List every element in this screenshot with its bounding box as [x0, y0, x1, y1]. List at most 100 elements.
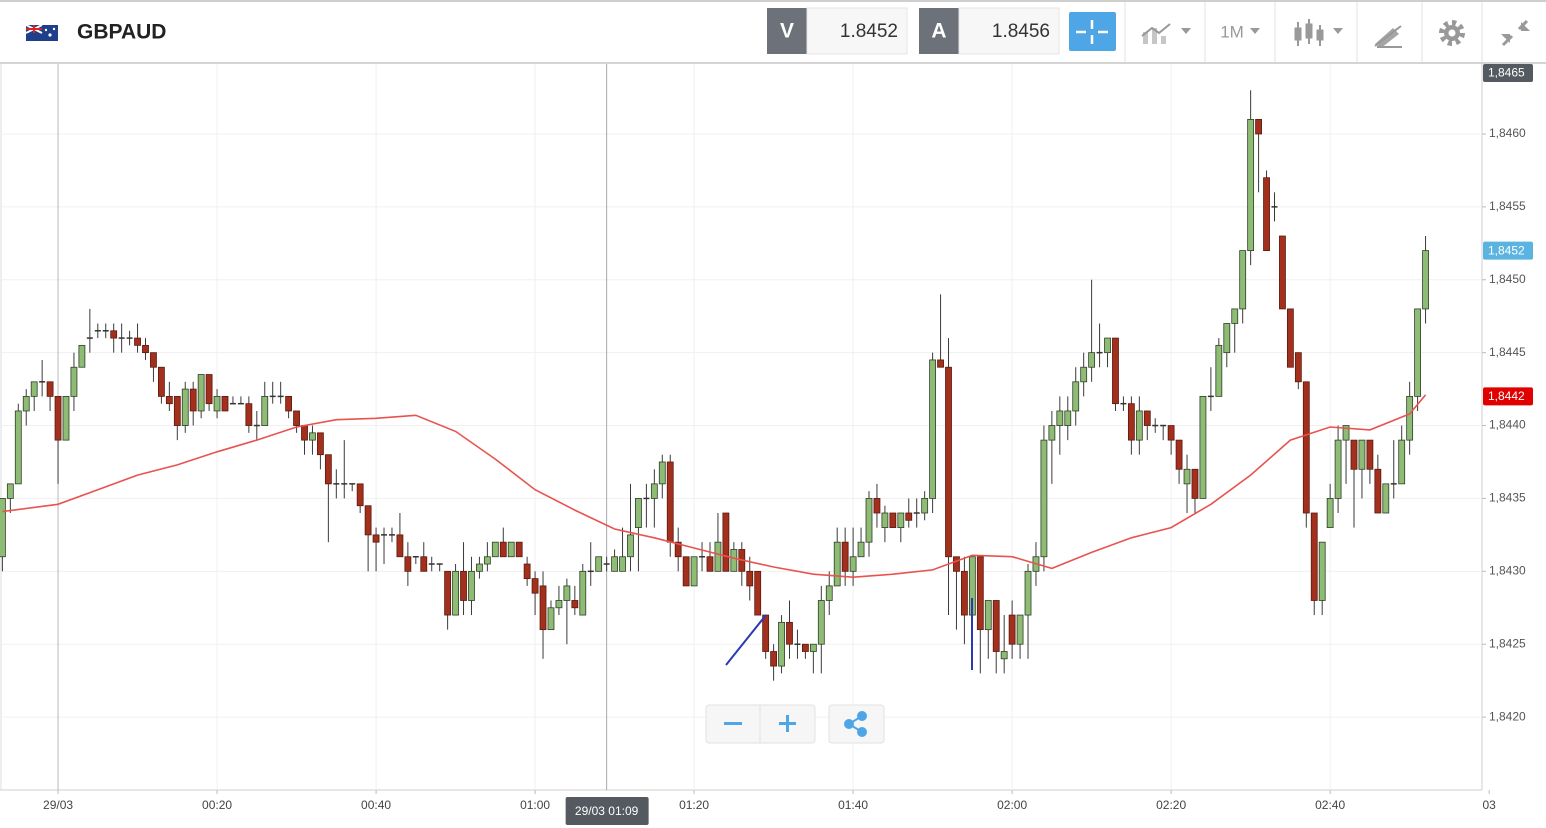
candle-body	[945, 366, 952, 558]
candle-body	[1366, 439, 1374, 470]
candle-body	[1080, 366, 1088, 383]
settings-button[interactable]	[1439, 20, 1465, 46]
candle-body	[444, 570, 452, 616]
y-tick-label: 1,8435	[1489, 491, 1526, 505]
bid-badge	[767, 8, 807, 54]
candle-body	[595, 556, 603, 572]
candle-body	[1239, 250, 1247, 310]
candle-body	[189, 388, 197, 412]
candle-body	[1358, 439, 1366, 470]
candle-body	[165, 395, 173, 405]
candle-body	[1215, 344, 1223, 397]
candle-body	[452, 570, 459, 616]
candle-body	[30, 381, 38, 397]
share-button[interactable]	[844, 711, 867, 737]
separators	[1124, 2, 1483, 62]
y-tick-label: 1,8440	[1489, 418, 1526, 432]
candle-body	[1382, 483, 1390, 514]
candle-body	[1398, 439, 1406, 485]
candle-body	[706, 556, 714, 572]
candle-body	[197, 374, 205, 412]
y-tick-label: 1,8450	[1489, 272, 1526, 286]
candle-body	[1422, 250, 1429, 310]
candle-body	[1326, 498, 1334, 528]
candle-body	[0, 498, 6, 558]
candle-body	[1334, 439, 1342, 499]
candle-body	[547, 607, 555, 631]
symbol: GBPAUD	[77, 21, 166, 44]
plot	[0, 90, 1429, 681]
ask-label: A	[931, 20, 946, 43]
candle-body	[865, 498, 873, 543]
candle-body	[372, 534, 380, 543]
candle-body	[134, 337, 141, 346]
candle-body	[802, 643, 809, 652]
candle-body	[499, 541, 507, 558]
ask-box[interactable]	[958, 7, 1060, 55]
candle-body	[515, 541, 523, 558]
bid-box[interactable]	[806, 7, 908, 55]
candle-body	[54, 395, 62, 441]
candle-body	[396, 534, 404, 558]
candle-body	[841, 541, 849, 572]
y-tick-label: 1,8460	[1489, 126, 1526, 140]
price-tag	[1483, 241, 1533, 260]
candle-body	[976, 556, 984, 631]
candle-body	[1104, 337, 1111, 354]
candle-body	[531, 578, 539, 594]
zoom-in-button[interactable]	[779, 715, 796, 732]
timeframe-button[interactable]: 1M	[1220, 22, 1260, 41]
candle-body	[6, 483, 14, 499]
candle-body	[650, 483, 658, 499]
trend-line-drawing[interactable]	[725, 614, 767, 666]
candle-body	[1048, 425, 1056, 441]
candle-body	[491, 541, 499, 558]
indicator-button[interactable]	[1141, 23, 1191, 44]
candle-body	[213, 395, 221, 412]
chart-type-button[interactable]	[1294, 19, 1343, 46]
y-tick-label: 1,8420	[1489, 709, 1526, 723]
candle-body	[897, 512, 905, 528]
candle-body	[62, 395, 70, 441]
candle-body	[1286, 308, 1294, 368]
zoom-out-button[interactable]	[724, 722, 742, 725]
collapse-button[interactable]	[1501, 19, 1530, 47]
candle-body	[746, 570, 754, 587]
share-box	[828, 704, 885, 744]
candle-body	[714, 541, 722, 572]
x-tick-label: 01:00	[520, 798, 550, 812]
candle-body	[1247, 118, 1255, 252]
candle-body	[22, 395, 30, 412]
candle-body	[142, 344, 149, 354]
candle-body	[1294, 352, 1302, 383]
labels: 1,8420 1,8425 1,8430 1,8435 1,8440 1,8445 1,84…	[43, 64, 1533, 825]
ask-price: 1.8456	[992, 21, 1050, 42]
y-tick-label: 1,8430	[1489, 563, 1526, 577]
flag-icon	[25, 24, 58, 41]
candle-body	[849, 556, 857, 572]
candle-body	[611, 556, 618, 572]
candle-body	[1199, 395, 1207, 499]
candle-body	[1263, 177, 1270, 252]
candle-body	[1231, 308, 1239, 324]
candle-body	[150, 352, 157, 368]
candle-body	[468, 570, 475, 601]
candle-body	[507, 541, 515, 558]
moving-average-line	[2, 394, 1427, 579]
candle-body	[929, 359, 937, 499]
candle-body	[460, 570, 467, 601]
candle-body	[205, 374, 213, 405]
candle-body	[786, 621, 793, 645]
candle-body	[1040, 439, 1048, 558]
candle-body	[762, 614, 770, 652]
crosshair-button[interactable]	[1069, 12, 1116, 51]
candle-body	[1414, 308, 1421, 397]
candle-body	[364, 505, 372, 536]
candle-body	[555, 600, 563, 609]
drawing-button[interactable]	[1374, 25, 1402, 48]
candle-body	[78, 344, 86, 368]
candle-body	[1302, 381, 1310, 514]
candle-body	[619, 556, 626, 572]
